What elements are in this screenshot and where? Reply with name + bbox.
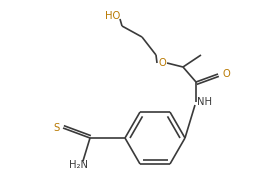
Text: H₂N: H₂N — [69, 160, 87, 170]
Text: HO: HO — [105, 11, 121, 21]
Text: O: O — [158, 58, 166, 68]
Text: S: S — [53, 123, 59, 133]
Text: O: O — [222, 69, 230, 79]
Text: NH: NH — [197, 97, 211, 107]
